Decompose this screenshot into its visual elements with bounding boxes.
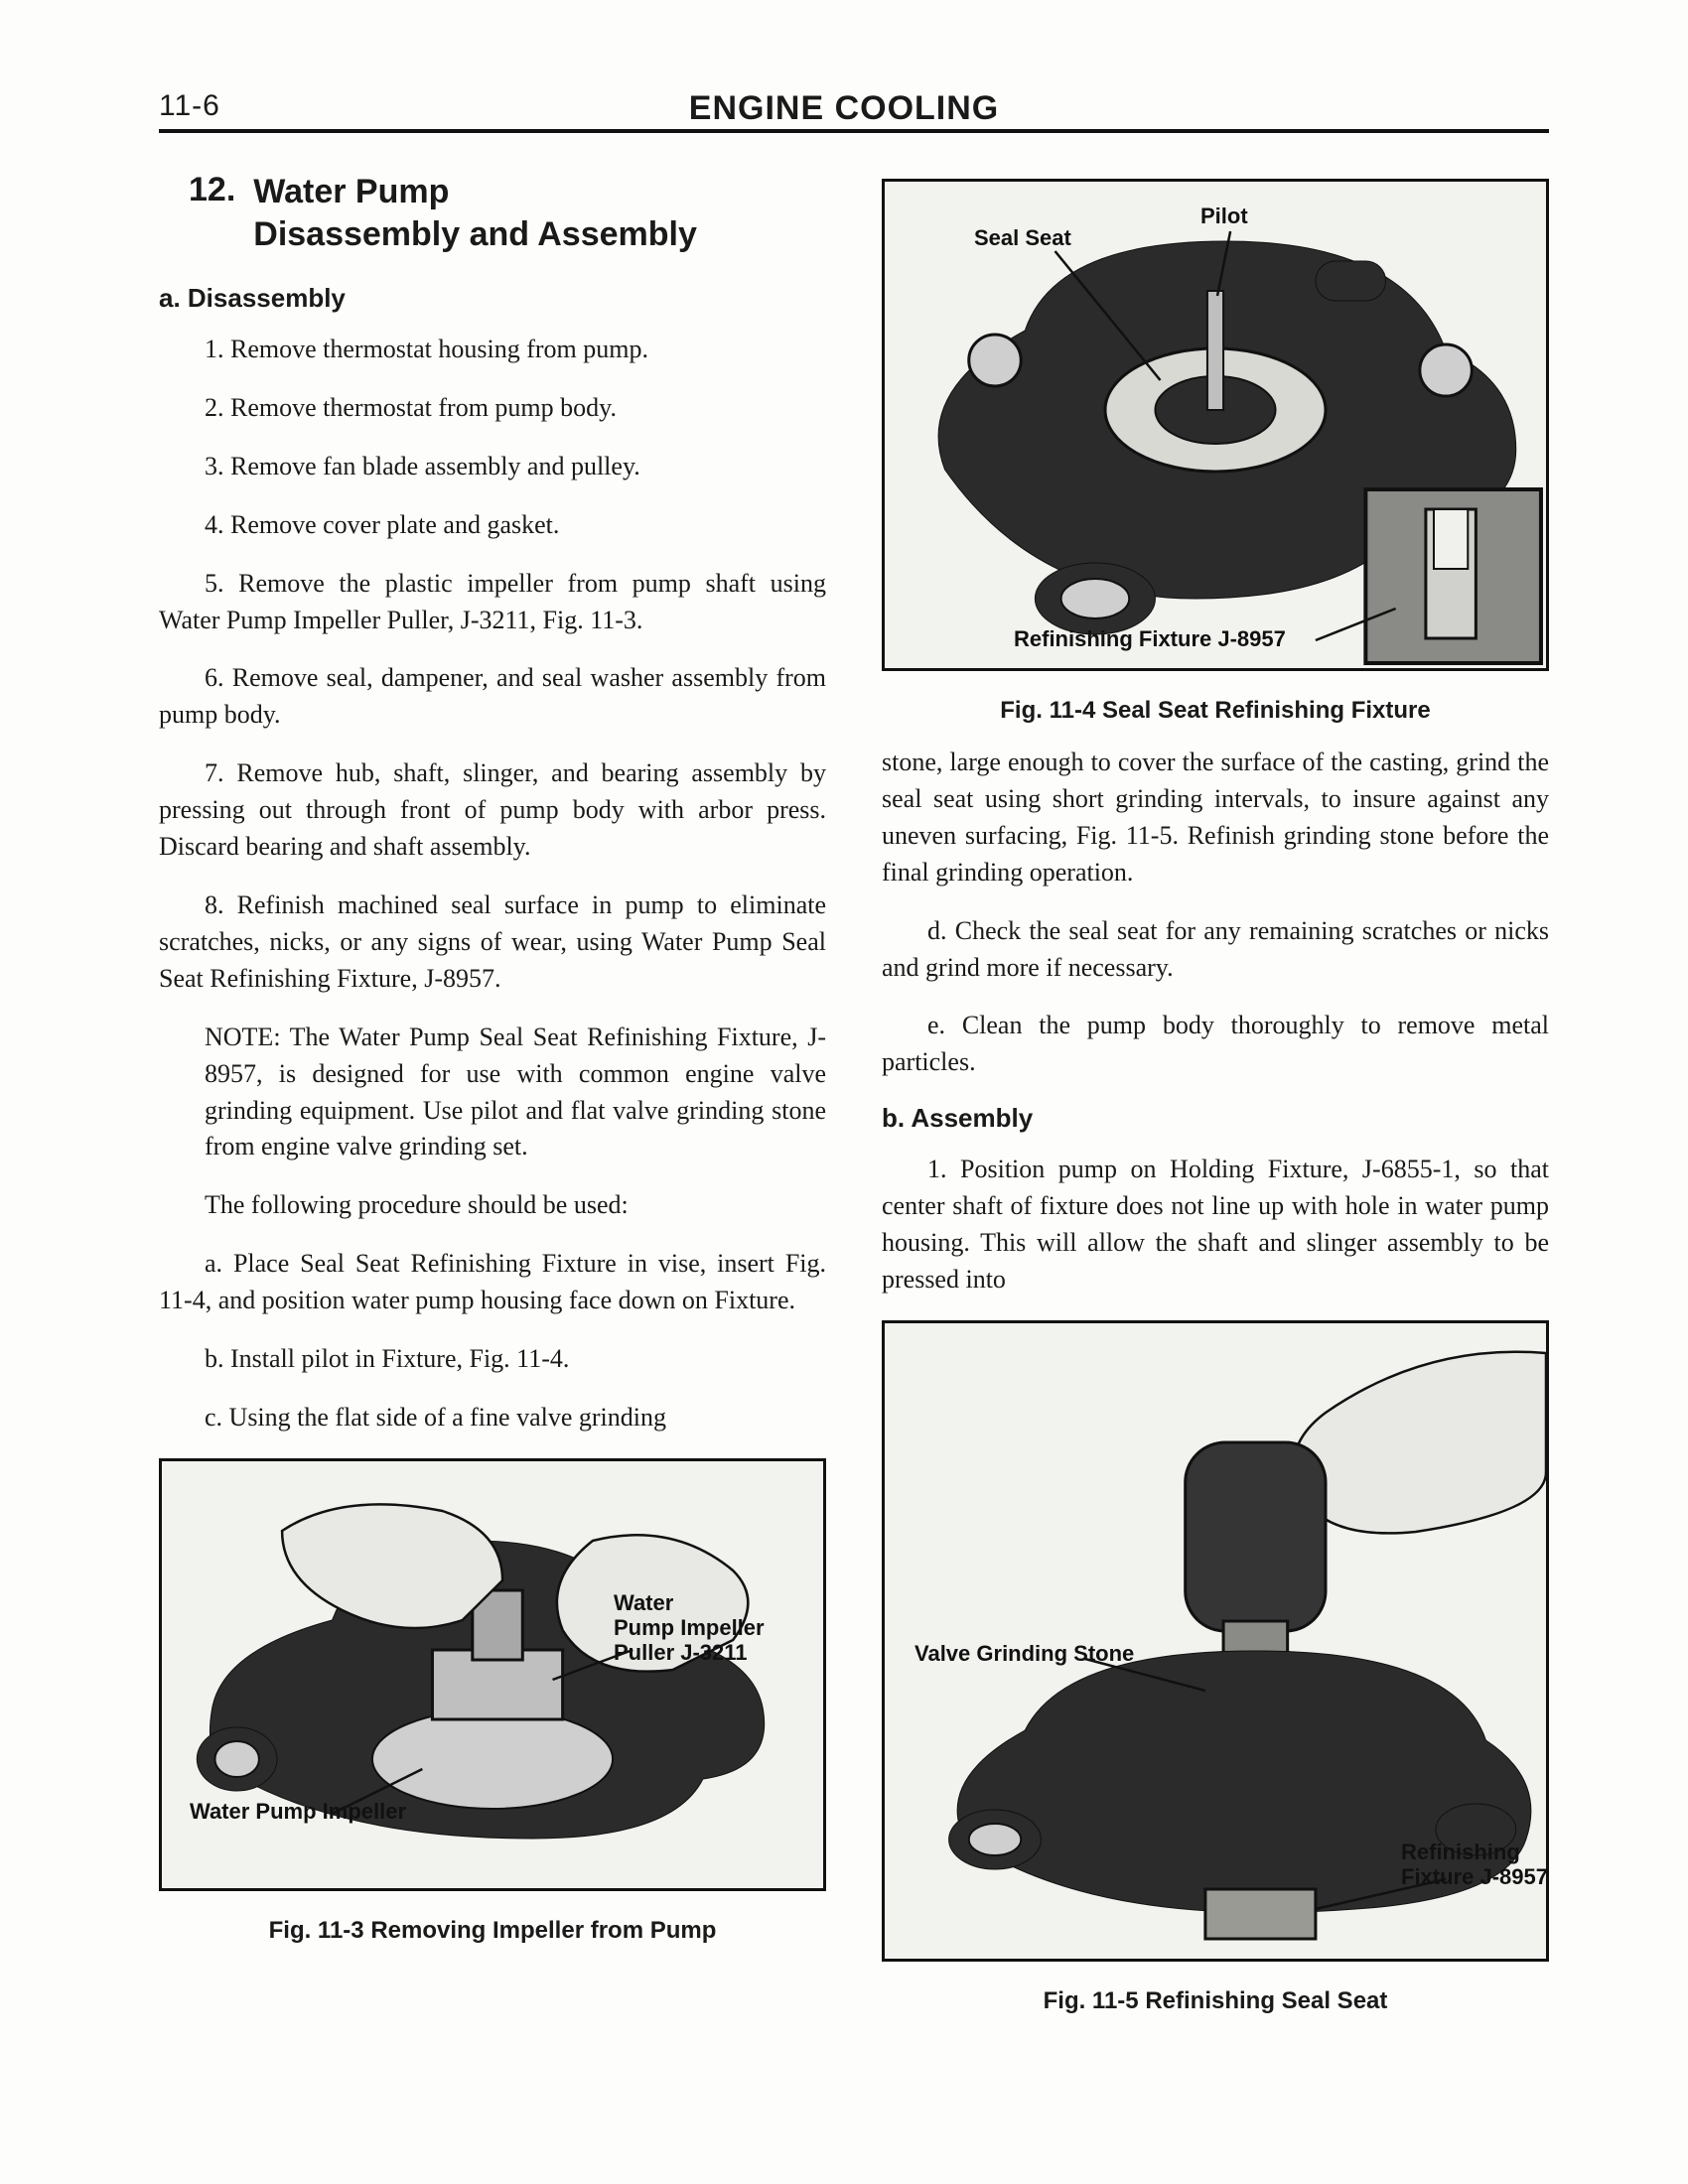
two-column-body: 12. Water Pump Disassembly and Assembly … bbox=[159, 171, 1549, 2025]
step-text: 1. Position pump on Holding Fixture, J-6… bbox=[882, 1155, 1549, 1294]
subsection-heading: a. Disassembly bbox=[159, 283, 826, 314]
figure-callout: Refinishing Fixture J-8957 bbox=[1401, 1840, 1548, 1890]
step-text: The following procedure should be used: bbox=[205, 1190, 629, 1219]
page-number: 11-6 bbox=[159, 89, 220, 123]
figure-callout: Seal Seat bbox=[974, 225, 1071, 251]
step-text: 2. Remove thermostat from pump body. bbox=[205, 393, 617, 422]
step-text: 8. Refinish machined seal surface in pum… bbox=[159, 890, 826, 993]
section-title-line: Water Pump bbox=[253, 173, 449, 210]
callout-line: Pump Impeller bbox=[614, 1615, 765, 1640]
callout-line: Refinishing bbox=[1401, 1840, 1520, 1864]
step-text: 7. Remove hub, shaft, slinger, and beari… bbox=[159, 758, 826, 861]
step: 3. Remove fan blade assembly and pulley. bbox=[159, 449, 826, 485]
page-header: 11-6 ENGINE COOLING bbox=[159, 89, 1549, 133]
sub-step: a. Place Seal Seat Refinishing Fixture i… bbox=[159, 1246, 826, 1319]
figure-callout: Water Pump Impeller bbox=[190, 1799, 406, 1825]
section-heading: 12. Water Pump Disassembly and Assembly bbox=[189, 171, 826, 255]
figure-caption: Fig. 11-4 Seal Seat Refinishing Fixture bbox=[882, 697, 1549, 725]
step-text: 6. Remove seal, dampener, and seal washe… bbox=[159, 663, 826, 729]
step: 2. Remove thermostat from pump body. bbox=[159, 390, 826, 427]
step-text: b. Install pilot in Fixture, Fig. 11-4. bbox=[205, 1344, 569, 1373]
subsection-heading: b. Assembly bbox=[882, 1103, 1549, 1134]
figure-callout: Pilot bbox=[1200, 204, 1248, 229]
step-text: 5. Remove the plastic impeller from pump… bbox=[159, 569, 826, 634]
section-number: 12. bbox=[189, 171, 235, 255]
step-text: 3. Remove fan blade assembly and pulley. bbox=[205, 452, 640, 480]
left-column: 12. Water Pump Disassembly and Assembly … bbox=[159, 171, 826, 2025]
section-title: Water Pump Disassembly and Assembly bbox=[253, 171, 697, 255]
continuation-text: stone, large enough to cover the surface… bbox=[882, 745, 1549, 891]
section-title-line: Disassembly and Assembly bbox=[253, 215, 697, 253]
callout-line: Puller J-3211 bbox=[614, 1640, 748, 1665]
step-text: 4. Remove cover plate and gasket. bbox=[205, 510, 559, 539]
step: 5. Remove the plastic impeller from pump… bbox=[159, 566, 826, 639]
step-text: c. Using the flat side of a fine valve g… bbox=[205, 1403, 666, 1432]
step: 6. Remove seal, dampener, and seal washe… bbox=[159, 660, 826, 734]
figure-caption: Fig. 11-3 Removing Impeller from Pump bbox=[159, 1917, 826, 1945]
step: 1. Position pump on Holding Fixture, J-6… bbox=[882, 1152, 1549, 1298]
sub-step: e. Clean the pump body thoroughly to rem… bbox=[882, 1008, 1549, 1081]
figure-illustration bbox=[885, 182, 1546, 668]
figure-callout: Water Pump Impeller Puller J-3211 bbox=[614, 1590, 765, 1666]
note-text: NOTE: The Water Pump Seal Seat Refinishi… bbox=[205, 1020, 826, 1166]
sub-step: b. Install pilot in Fixture, Fig. 11-4. bbox=[159, 1341, 826, 1378]
figure-callout: Valve Grinding Stone bbox=[914, 1641, 1134, 1667]
figure-11-5: Valve Grinding Stone Refinishing Fixture… bbox=[882, 1320, 1549, 1962]
sub-step: c. Using the flat side of a fine valve g… bbox=[159, 1400, 826, 1436]
callout-line: Water bbox=[614, 1590, 673, 1615]
step: 1. Remove thermostat housing from pump. bbox=[159, 332, 826, 368]
step: 7. Remove hub, shaft, slinger, and beari… bbox=[159, 755, 826, 866]
sub-step: d. Check the seal seat for any remaining… bbox=[882, 913, 1549, 987]
manual-page: 11-6 ENGINE COOLING 12. Water Pump Disas… bbox=[0, 0, 1688, 2184]
chapter-title: ENGINE COOLING bbox=[689, 89, 999, 128]
step: 4. Remove cover plate and gasket. bbox=[159, 507, 826, 544]
step-text: a. Place Seal Seat Refinishing Fixture i… bbox=[159, 1249, 826, 1314]
step: 8. Refinish machined seal surface in pum… bbox=[159, 887, 826, 998]
figure-callout: Refinishing Fixture J-8957 bbox=[1014, 626, 1286, 652]
figure-11-4: Seal Seat Pilot Refinishing Fixture J-89… bbox=[882, 179, 1549, 671]
figure-caption: Fig. 11-5 Refinishing Seal Seat bbox=[882, 1987, 1549, 2015]
lead-text: The following procedure should be used: bbox=[159, 1187, 826, 1224]
callout-line: Fixture J-8957 bbox=[1401, 1864, 1548, 1889]
step-text: d. Check the seal seat for any remaining… bbox=[882, 916, 1549, 982]
step-text: e. Clean the pump body thoroughly to rem… bbox=[882, 1011, 1549, 1076]
step-text: 1. Remove thermostat housing from pump. bbox=[205, 335, 648, 363]
right-column: Seal Seat Pilot Refinishing Fixture J-89… bbox=[882, 171, 1549, 2025]
figure-11-3: Water Pump Impeller Water Pump Impeller … bbox=[159, 1458, 826, 1891]
